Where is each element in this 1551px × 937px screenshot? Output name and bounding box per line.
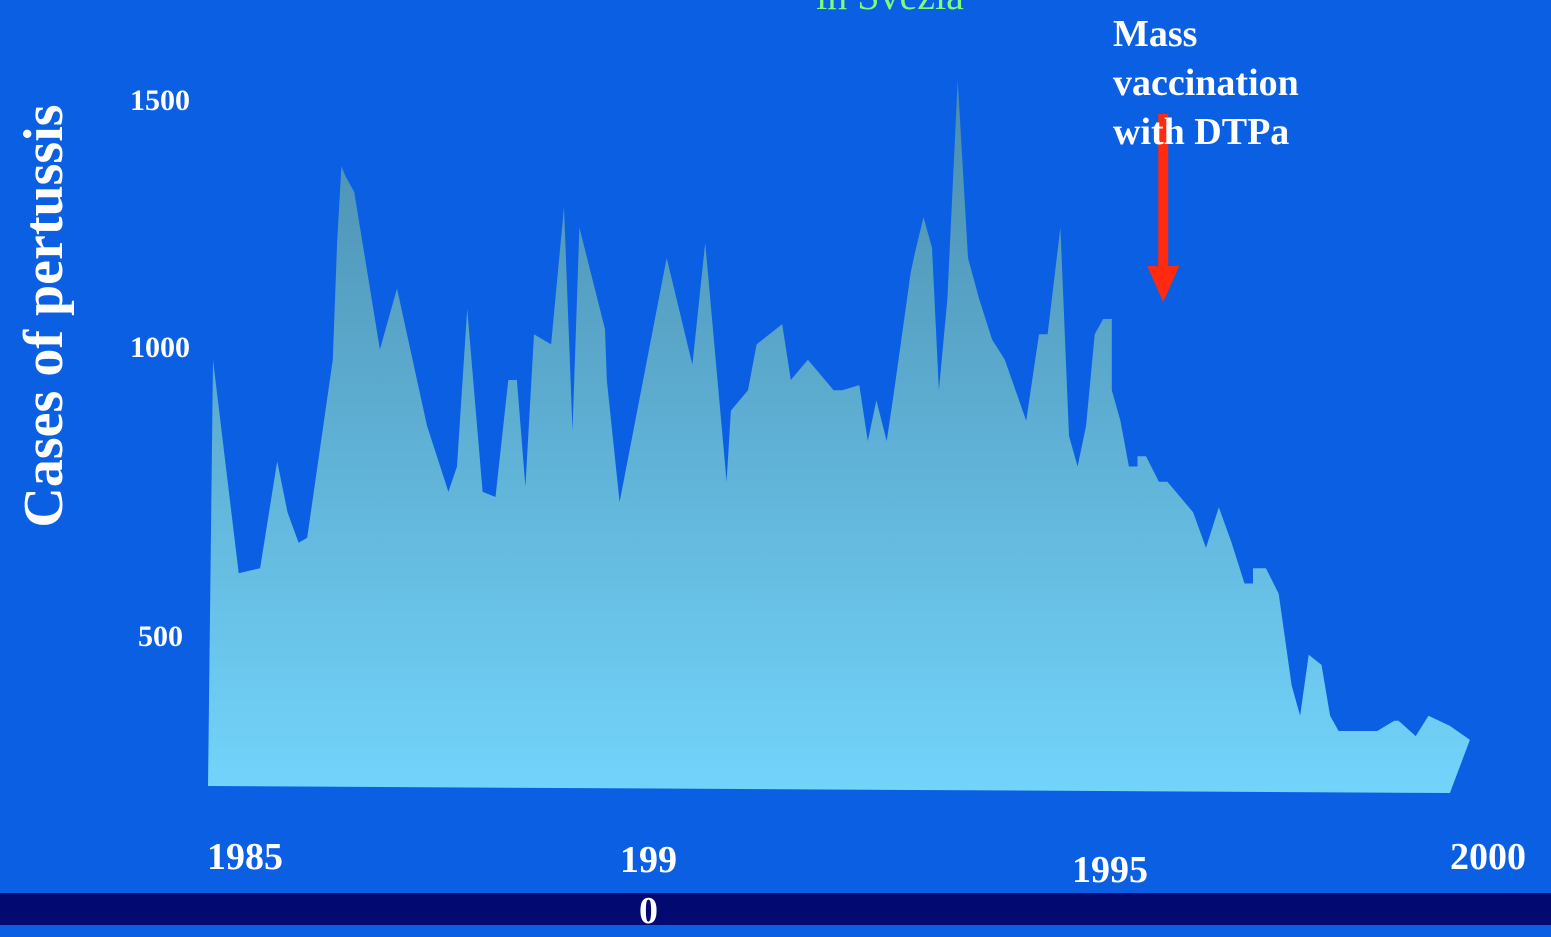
y-tick-label: 500 (138, 620, 183, 653)
arrow-head (1147, 266, 1180, 302)
annotation-arrow (1147, 114, 1180, 302)
x-tick-label: 199 0 (620, 839, 677, 932)
series-layer (208, 80, 1470, 793)
y-tick-label: 1000 (130, 331, 190, 364)
x-tick-label: 2000 (1450, 836, 1526, 878)
vaccination-annotation: Mass vaccination with DTPa (1113, 13, 1299, 153)
chart-title: in Svezia (760, 0, 1020, 19)
x-tick-label: 1995 (1072, 849, 1148, 891)
arrow-shaft (1158, 114, 1169, 272)
y-tick-label: 1500 (130, 84, 190, 117)
footer-band (0, 893, 1551, 925)
y-axis-label: Cases of pertussis (13, 104, 75, 528)
x-tick-label: 1985 (207, 836, 283, 878)
series-area (208, 80, 1470, 793)
